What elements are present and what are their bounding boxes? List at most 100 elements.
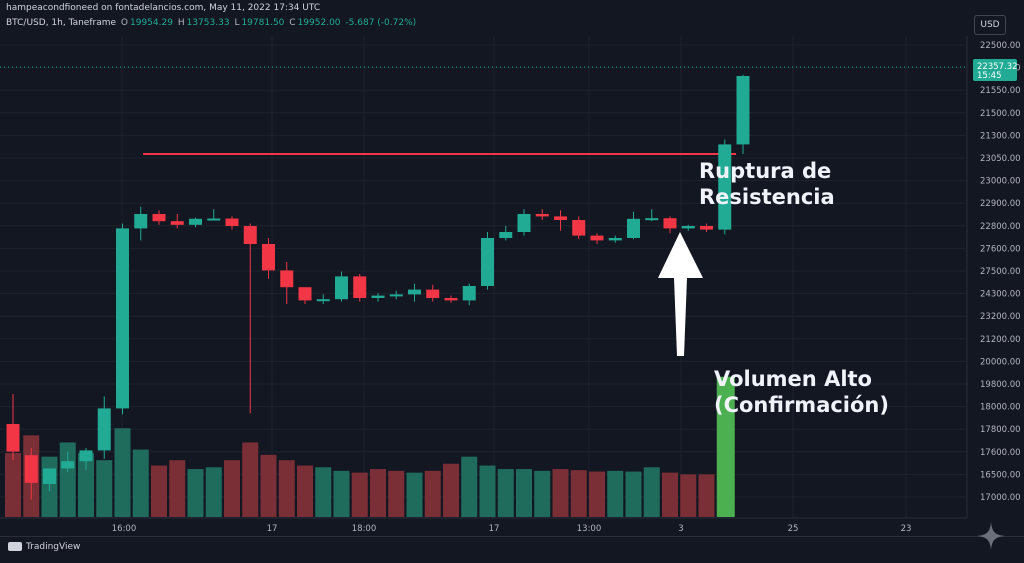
breakout-line-2: Resistencia — [699, 185, 835, 209]
candle-body — [170, 221, 184, 225]
volume-bar — [59, 442, 76, 517]
header-source-line: hampeacondfioneed on fontadelancios.com,… — [6, 3, 321, 13]
volume-bar — [297, 465, 313, 517]
candle — [627, 211, 640, 240]
candle-body — [207, 218, 221, 221]
candle — [554, 210, 567, 231]
breakout-arrow — [658, 232, 703, 356]
price-tick-label: 23050.00 — [980, 154, 1021, 164]
candle — [389, 290, 403, 300]
brand-label: TradingView — [26, 542, 81, 552]
candle-body — [590, 235, 604, 241]
candle — [43, 468, 56, 492]
candle-body — [389, 294, 403, 297]
candle — [499, 226, 513, 241]
candle-body — [134, 214, 148, 229]
candle — [134, 206, 148, 241]
candle-body — [700, 226, 713, 230]
candle — [243, 223, 257, 414]
volume-bar — [151, 465, 167, 517]
high-value: 13753.33 — [186, 18, 230, 28]
candle — [590, 233, 604, 244]
candle-body — [627, 218, 640, 238]
volume-bar — [424, 470, 441, 517]
volume-bar — [443, 463, 459, 517]
candle-body — [462, 286, 476, 301]
candle-body — [79, 450, 93, 462]
volume-bar — [169, 460, 186, 517]
candle-body — [152, 214, 166, 222]
tradingview-logo[interactable]: TradingView — [8, 542, 80, 552]
resistance-layer — [0, 66, 967, 155]
breakout-line-1: Ruptura de — [699, 159, 832, 183]
candle — [316, 294, 330, 304]
candle — [663, 216, 677, 234]
symbol-label[interactable]: BTC/USD, 1h, Taneframe — [6, 18, 117, 28]
volume-bar — [680, 474, 697, 517]
time-tick-label: 3 — [678, 524, 683, 534]
volume-bar — [260, 454, 277, 517]
candle-body — [608, 238, 622, 241]
volume-layer — [5, 376, 735, 517]
candle-body — [61, 461, 75, 469]
volume-bar — [351, 472, 368, 517]
currency-button[interactable]: USD — [974, 15, 1006, 35]
footer-bar: TradingView — [0, 536, 1024, 559]
volume-bar — [78, 453, 94, 517]
candle-body — [298, 287, 312, 301]
candle — [481, 232, 494, 290]
volume-line-1: Volumen Alto — [714, 367, 872, 391]
candle — [97, 396, 111, 459]
price-tick-label: 22500.00 — [980, 41, 1021, 51]
price-tick-label: 21300.00 — [980, 131, 1021, 141]
volume-bar — [570, 470, 587, 517]
price-tick-label: 22900.00 — [980, 199, 1021, 209]
volume-bar — [516, 469, 532, 517]
candle-body — [499, 232, 513, 238]
time-tick-label: 13:00 — [577, 524, 602, 534]
candle — [645, 209, 659, 222]
candle-body — [517, 214, 531, 232]
candle — [116, 223, 129, 415]
candle-body — [189, 218, 202, 225]
time-tick-label: 25 — [788, 524, 799, 534]
candle — [189, 217, 202, 228]
candle-body — [554, 216, 567, 220]
candle-body — [335, 276, 348, 300]
close-label: C — [289, 18, 296, 28]
candle-body — [97, 408, 111, 451]
volume-line-2: (Confirmación) — [714, 393, 889, 417]
volume-bar — [96, 460, 113, 517]
candle — [462, 283, 476, 306]
candle-body — [663, 218, 677, 229]
candle-body — [6, 424, 20, 452]
last-price-label: 22357.32 — [977, 62, 1018, 72]
volume-bar — [370, 469, 386, 517]
candle-body — [481, 238, 494, 286]
candle-body — [24, 455, 38, 483]
price-tick-label: 17600.00 — [980, 448, 1021, 458]
price-tick-label: 19800.00 — [980, 380, 1021, 390]
close-value: 19952.00 — [297, 18, 341, 28]
volume-bar — [534, 470, 551, 517]
open-value: 19954.29 — [130, 18, 173, 28]
header-ohlc-line: BTC/USD, 1h, Taneframe O 19954.29 H 13753.… — [6, 18, 418, 28]
candle — [170, 214, 184, 229]
price-tick-label: 24300.00 — [980, 290, 1021, 300]
candle-body — [645, 218, 659, 221]
tradingview-logo-icon — [8, 542, 22, 551]
candle-body — [371, 295, 385, 298]
candle-body — [426, 289, 440, 298]
low-value: 19781.50 — [241, 18, 285, 28]
price-tick-label: 21200.00 — [980, 335, 1021, 345]
candle — [225, 216, 239, 230]
candle-layer — [6, 74, 750, 500]
volume-bar — [497, 469, 514, 517]
candle — [700, 223, 713, 232]
candle — [335, 271, 348, 302]
volume-bar — [461, 456, 478, 517]
open-label: O — [120, 18, 128, 28]
volume-bar — [114, 428, 131, 517]
